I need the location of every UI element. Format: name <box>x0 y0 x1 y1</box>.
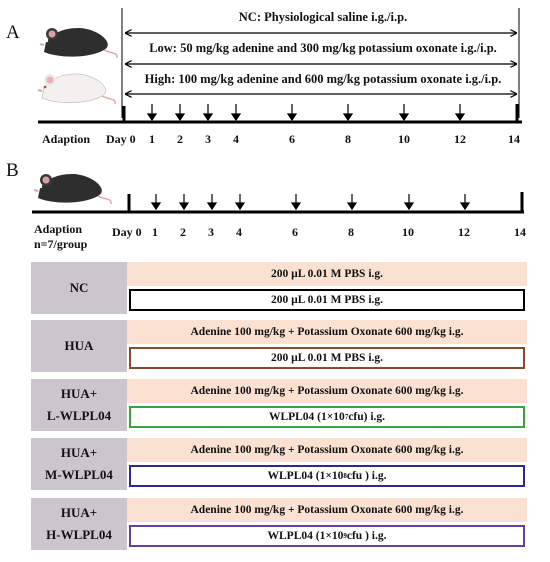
day-8-arrow <box>342 104 354 122</box>
black-mouse-icon <box>39 28 118 59</box>
panel-a-day-14: 14 <box>508 132 520 146</box>
day-4-arrow <box>234 194 246 211</box>
panel-b-group-size: n=7/group <box>34 237 88 251</box>
high-range-label: High: 100 mg/kg adenine and 600 mg/kg po… <box>144 72 502 86</box>
group-h-wlpl04: HUA+ H-WLPL04 Adenine 100 mg/kg + Potassi… <box>31 498 527 550</box>
panel-a-day-2: 2 <box>177 132 183 146</box>
group-l-wlpl04-name: HUA+ L-WLPL04 <box>31 379 127 431</box>
day-3-arrow <box>202 104 214 122</box>
day-12-arrow <box>459 194 471 211</box>
day-12-arrow <box>454 104 466 122</box>
panel-a-day-10: 10 <box>398 132 410 146</box>
panel-a-adaption-label: Adaption <box>42 132 91 146</box>
panel-b-day-10: 10 <box>402 225 414 239</box>
panel-a-day-8: 8 <box>345 132 351 146</box>
day-6-arrow <box>286 104 298 122</box>
group-nc-bottom-treatment: 200 µL 0.01 M PBS i.g. <box>129 289 525 311</box>
day-4-arrow <box>230 104 242 122</box>
panel-a-range-arrows <box>121 8 520 118</box>
panel-a-day-6: 6 <box>289 132 295 146</box>
day-6-arrow <box>290 194 302 211</box>
panel-a-timeline <box>38 104 522 124</box>
group-nc: NC 200 µL 0.01 M PBS i.g. 200 µL 0.01 M … <box>31 262 527 314</box>
black-mouse-icon <box>33 174 112 205</box>
day-1-arrow <box>150 194 162 211</box>
group-hua: HUA Adenine 100 mg/kg + Potassium Oxonat… <box>31 320 527 372</box>
nc-range-label: NC: Physiological saline i.g./i.p. <box>238 10 408 24</box>
white-mouse-icon <box>37 73 116 105</box>
panel-b-adaption-label: Adaption <box>34 222 83 236</box>
group-hua-bottom-treatment: 200 µL 0.01 M PBS i.g. <box>129 347 525 369</box>
panel-b-day-8: 8 <box>348 225 354 239</box>
panel-a-day-3: 3 <box>205 132 211 146</box>
panel-b-day-6: 6 <box>292 225 298 239</box>
group-h-wlpl04-top-treatment: Adenine 100 mg/kg + Potassium Oxonate 60… <box>127 498 527 522</box>
panel-a-day-4: 4 <box>233 132 239 146</box>
low-range-label: Low: 50 mg/kg adenine and 300 mg/kg pota… <box>149 41 497 55</box>
group-hua-name: HUA <box>31 320 127 372</box>
day-2-arrow <box>174 104 186 122</box>
group-m-wlpl04: HUA+ M-WLPL04 Adenine 100 mg/kg + Potassi… <box>31 438 527 490</box>
panel-b-day-1: 1 <box>152 225 158 239</box>
panel-a-day-1: 1 <box>149 132 155 146</box>
panel-b-day-14: 14 <box>514 225 526 239</box>
panel-b-timeline <box>32 192 524 214</box>
group-h-wlpl04-bottom-treatment: WLPL04 (1×10 9 cfu ) i.g. <box>129 525 525 547</box>
panel-b-day-3: 3 <box>208 225 214 239</box>
group-l-wlpl04: HUA+ L-WLPL04 Adenine 100 mg/kg + Potassi… <box>31 379 527 431</box>
day-1-arrow <box>146 104 158 122</box>
day-3-arrow <box>206 194 218 211</box>
panel-a-day-12: 12 <box>454 132 466 146</box>
group-h-wlpl04-name: HUA+ H-WLPL04 <box>31 498 127 550</box>
group-hua-top-treatment: Adenine 100 mg/kg + Potassium Oxonate 60… <box>127 320 527 344</box>
group-nc-name: NC <box>31 262 127 314</box>
panel-b-day-12: 12 <box>458 225 470 239</box>
day-8-arrow <box>346 194 358 211</box>
day-10-arrow <box>403 194 415 211</box>
group-l-wlpl04-bottom-treatment: WLPL04 (1×10 7 cfu) i.g. <box>129 406 525 428</box>
group-l-wlpl04-top-treatment: Adenine 100 mg/kg + Potassium Oxonate 60… <box>127 379 527 403</box>
group-nc-top-treatment: 200 µL 0.01 M PBS i.g. <box>127 262 527 286</box>
group-m-wlpl04-name: HUA+ M-WLPL04 <box>31 438 127 490</box>
day-2-arrow <box>178 194 190 211</box>
day-10-arrow <box>398 104 410 122</box>
panel-b-day-0: Day 0 <box>112 225 142 239</box>
panel-b-letter: B <box>6 160 19 181</box>
panel-a-letter: A <box>6 22 20 43</box>
group-m-wlpl04-bottom-treatment: WLPL04 (1×10 8 cfu ) i.g. <box>129 465 525 487</box>
panel-b-day-2: 2 <box>180 225 186 239</box>
group-m-wlpl04-top-treatment: Adenine 100 mg/kg + Potassium Oxonate 60… <box>127 438 527 462</box>
panel-a-day-0: Day 0 <box>106 132 136 146</box>
panel-b-day-4: 4 <box>236 225 242 239</box>
